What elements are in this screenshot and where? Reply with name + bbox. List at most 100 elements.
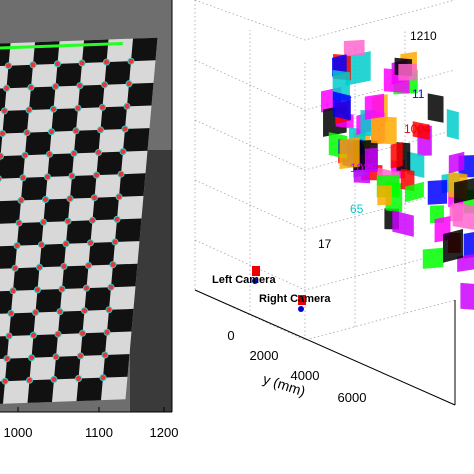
corner-point <box>50 375 58 383</box>
corner-point <box>13 242 21 250</box>
pose-label: 65 <box>350 202 364 216</box>
board-square <box>74 129 101 154</box>
board-square <box>76 377 103 402</box>
y-tick-label: 4000 <box>291 368 320 383</box>
corner-point <box>119 148 127 156</box>
corner-point <box>125 80 133 88</box>
corner-point <box>115 193 123 201</box>
corner-point <box>95 149 102 156</box>
corner-point <box>40 218 47 226</box>
corner-point <box>91 194 98 202</box>
board-square <box>84 287 111 311</box>
pose-label: 17 <box>318 237 332 251</box>
checkerboard <box>0 37 158 404</box>
board-square <box>127 82 154 107</box>
corner-point <box>56 308 64 316</box>
left-camera-label: Left Camera <box>212 274 276 286</box>
corner-point <box>66 195 74 203</box>
pose-patch <box>405 181 424 203</box>
corner-point <box>83 284 90 292</box>
corner-point <box>26 376 33 384</box>
board-square <box>123 128 150 152</box>
board-square <box>88 242 115 266</box>
corner-point <box>0 152 4 160</box>
corner-point <box>21 151 29 159</box>
pose-patch <box>457 253 474 272</box>
corner-point <box>48 128 55 136</box>
corner-point <box>50 105 57 113</box>
y-tick-label: 2000 <box>250 348 279 363</box>
corner-point <box>101 81 108 89</box>
board-square <box>0 245 17 269</box>
corner-point <box>107 283 115 291</box>
corner-point <box>44 173 51 181</box>
corner-point <box>78 59 86 67</box>
corner-point <box>101 351 109 359</box>
board-square <box>51 108 78 132</box>
corner-point <box>27 83 35 91</box>
corner-point <box>32 309 39 316</box>
board-square <box>17 222 44 246</box>
right-camera-label: Right Camera <box>259 293 331 305</box>
corner-point <box>64 217 72 225</box>
corner-point <box>0 175 2 182</box>
corner-point <box>103 328 111 336</box>
board-square <box>35 289 62 313</box>
board-square <box>31 334 58 358</box>
corner-point <box>68 172 76 180</box>
corner-point <box>58 285 66 293</box>
grid-line <box>194 179 456 231</box>
pose-patch <box>377 185 392 206</box>
board-square <box>66 220 93 244</box>
board-square <box>100 106 127 130</box>
corner-point <box>75 375 82 382</box>
corner-point <box>52 353 60 361</box>
corner-point <box>121 125 129 133</box>
grid-line <box>194 239 456 291</box>
corner-point <box>9 287 17 295</box>
corner-point <box>5 332 13 340</box>
corner-point <box>30 331 37 339</box>
pose-patch <box>463 231 474 259</box>
board-square <box>13 267 40 291</box>
pose-patch <box>422 247 444 269</box>
corner-point <box>17 196 25 204</box>
pose-patch <box>392 210 414 237</box>
right-camera-marker <box>298 295 306 305</box>
pose-patch <box>332 91 351 121</box>
y-axis <box>194 289 456 406</box>
pose-patch <box>454 177 474 204</box>
corner-point <box>34 286 41 294</box>
corner-point <box>60 262 68 270</box>
board-square <box>111 263 138 288</box>
board-square <box>21 176 48 201</box>
board-square <box>54 355 81 380</box>
board-square <box>104 61 131 85</box>
left-camera-center <box>252 278 258 284</box>
x-tick-label: 1200 <box>150 425 179 440</box>
corner-point <box>54 60 61 68</box>
board-square <box>78 84 105 109</box>
corner-point <box>28 354 35 362</box>
y-tick-label: 6000 <box>338 390 367 405</box>
corner-point <box>36 263 43 271</box>
pose-patch <box>448 151 465 174</box>
board-square <box>96 151 123 176</box>
board-square <box>47 153 74 177</box>
pose-patch <box>449 204 463 222</box>
pose-patch <box>390 142 403 169</box>
grid-line <box>194 0 456 41</box>
pose-patch <box>427 93 444 123</box>
board-square <box>39 243 66 268</box>
corner-point <box>11 264 19 272</box>
x-tick-label: 1000 <box>4 425 33 440</box>
board-square <box>0 133 3 157</box>
board-square <box>107 308 134 333</box>
pose-patch <box>460 282 474 311</box>
board-square <box>0 200 21 224</box>
x-tick-label: 1100 <box>85 425 113 440</box>
board-square <box>0 155 25 179</box>
corner-point <box>93 171 100 179</box>
corner-point <box>25 106 33 114</box>
